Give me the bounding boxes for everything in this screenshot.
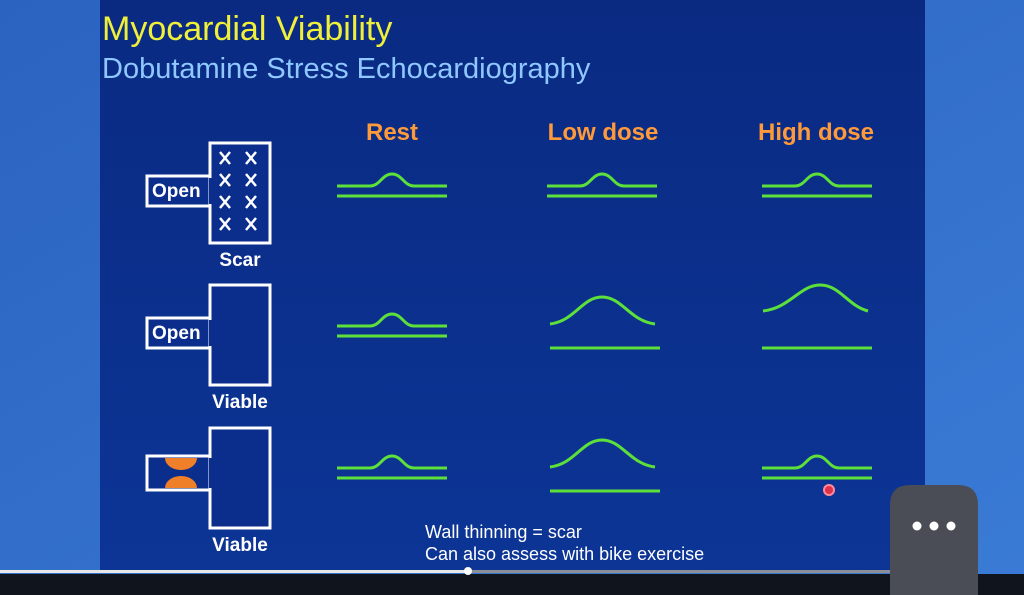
myocardium [208, 141, 272, 245]
column-header: High dose [758, 119, 874, 146]
tissue-label: Viable [212, 535, 268, 556]
trace [762, 283, 872, 350]
dot-icon [912, 521, 922, 531]
junction [209, 458, 215, 488]
slide-subtitle: Dobutamine Stress Echocardiography [102, 53, 591, 85]
myocardium [208, 426, 272, 530]
junction [209, 178, 215, 204]
slide-title: Myocardial Viability [102, 10, 392, 48]
tissue-label: Scar [219, 250, 261, 271]
scar-marks [219, 151, 257, 231]
trace [762, 172, 872, 198]
trace [762, 454, 872, 480]
progress-remaining[interactable] [470, 570, 890, 573]
trace [547, 172, 657, 198]
trace [549, 438, 660, 493]
progress-handle[interactable] [464, 567, 472, 575]
more-button[interactable] [890, 485, 978, 595]
trace [337, 454, 447, 480]
pointer [823, 484, 835, 496]
note: Can also assess with bike exercise [425, 544, 704, 564]
traces [337, 172, 872, 493]
note: Wall thinning = scar [425, 522, 582, 542]
progress-played[interactable] [0, 570, 470, 573]
column-header: Rest [366, 119, 418, 146]
plaque [165, 458, 197, 470]
myocardium [208, 283, 272, 387]
vessel [145, 316, 215, 350]
dot-icon [946, 521, 956, 531]
column-header: Low dose [548, 119, 659, 146]
trace [549, 295, 660, 350]
vessel [145, 174, 215, 208]
trace [337, 172, 447, 198]
vessel-label: Open [152, 323, 201, 344]
junction [209, 320, 215, 346]
vessel-label: Open [152, 181, 201, 202]
tissue-label: Viable [212, 392, 268, 413]
plaque [165, 476, 197, 488]
trace [337, 312, 447, 338]
dot-icon [929, 521, 939, 531]
control-bar [0, 574, 1024, 595]
